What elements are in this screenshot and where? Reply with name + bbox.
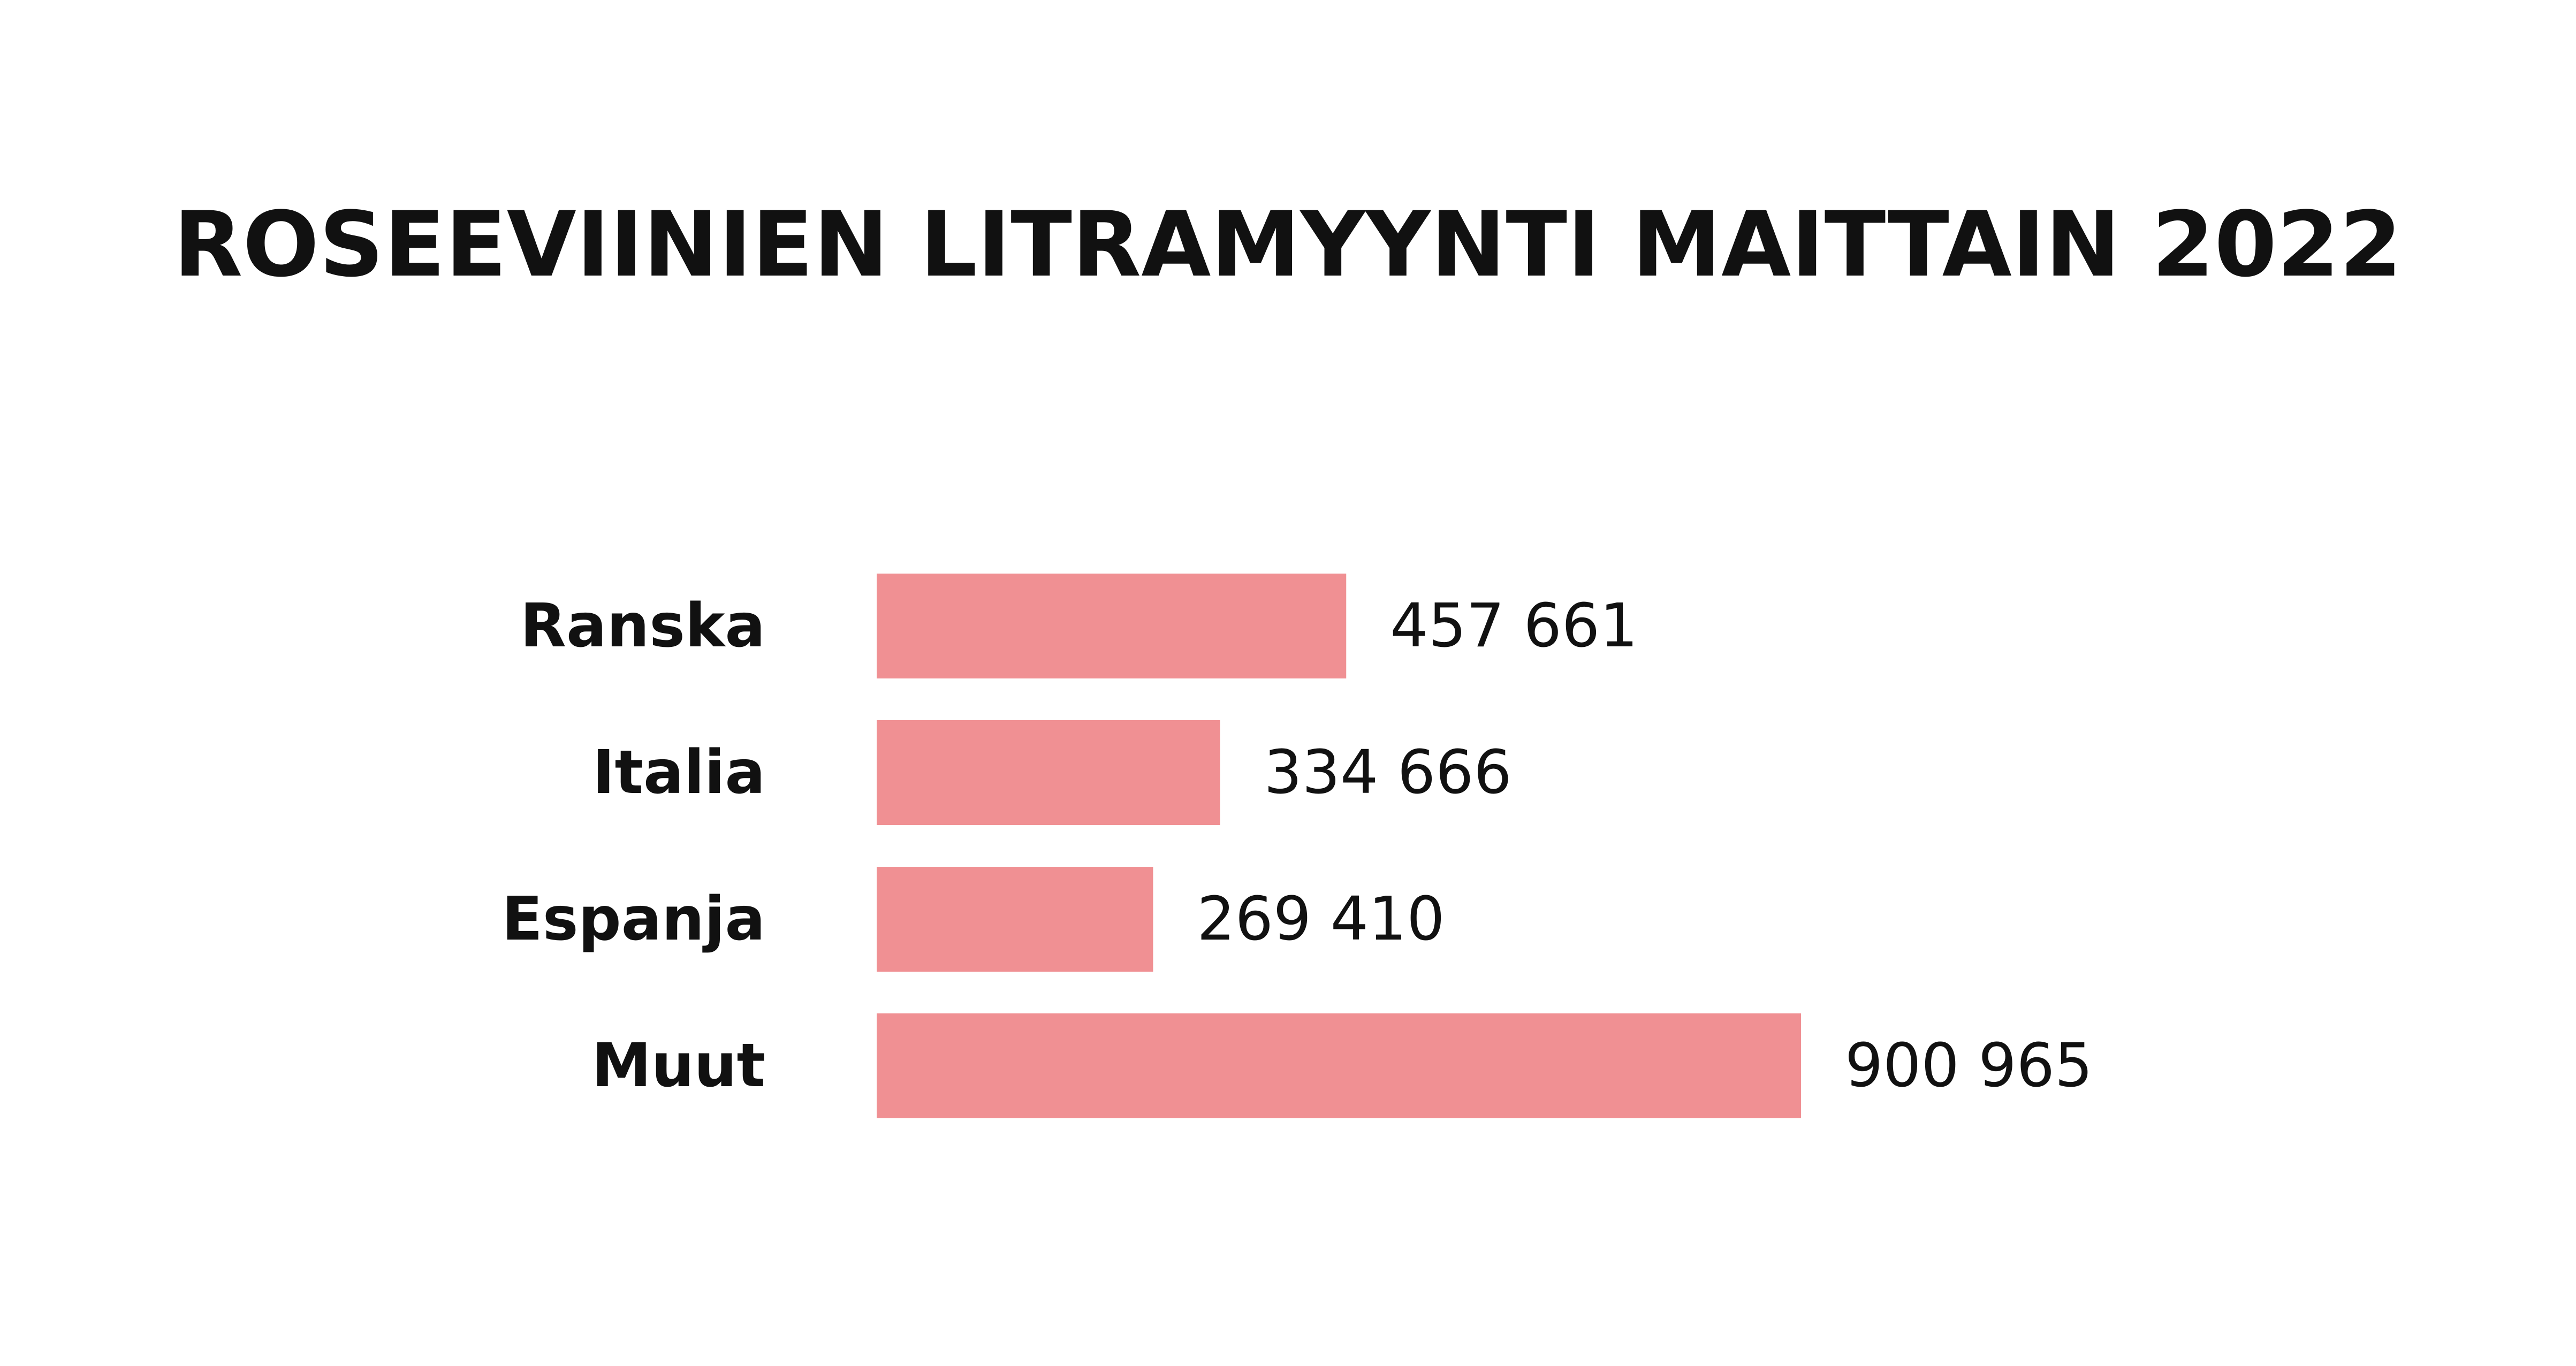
category-label: Espanja — [501, 884, 765, 954]
value-label: 457 661 — [1390, 591, 1638, 661]
bar — [877, 720, 1220, 825]
value-label: 900 965 — [1845, 1031, 2093, 1101]
bar-rows: Ranska 457 661 Italia 334 666 Espanja 269 410… — [501, 574, 2093, 1118]
bar — [877, 1013, 1801, 1118]
chart-title: ROSEEVIINIEN LITRAMYYNTI MAITTAIN 2022 — [173, 192, 2402, 297]
bar — [877, 574, 1347, 678]
category-label: Muut — [592, 1031, 765, 1101]
value-label: 334 666 — [1264, 738, 1511, 807]
category-label: Italia — [592, 738, 765, 807]
value-label: 269 410 — [1197, 884, 1445, 954]
bar — [877, 867, 1153, 972]
category-label: Ranska — [520, 591, 765, 661]
